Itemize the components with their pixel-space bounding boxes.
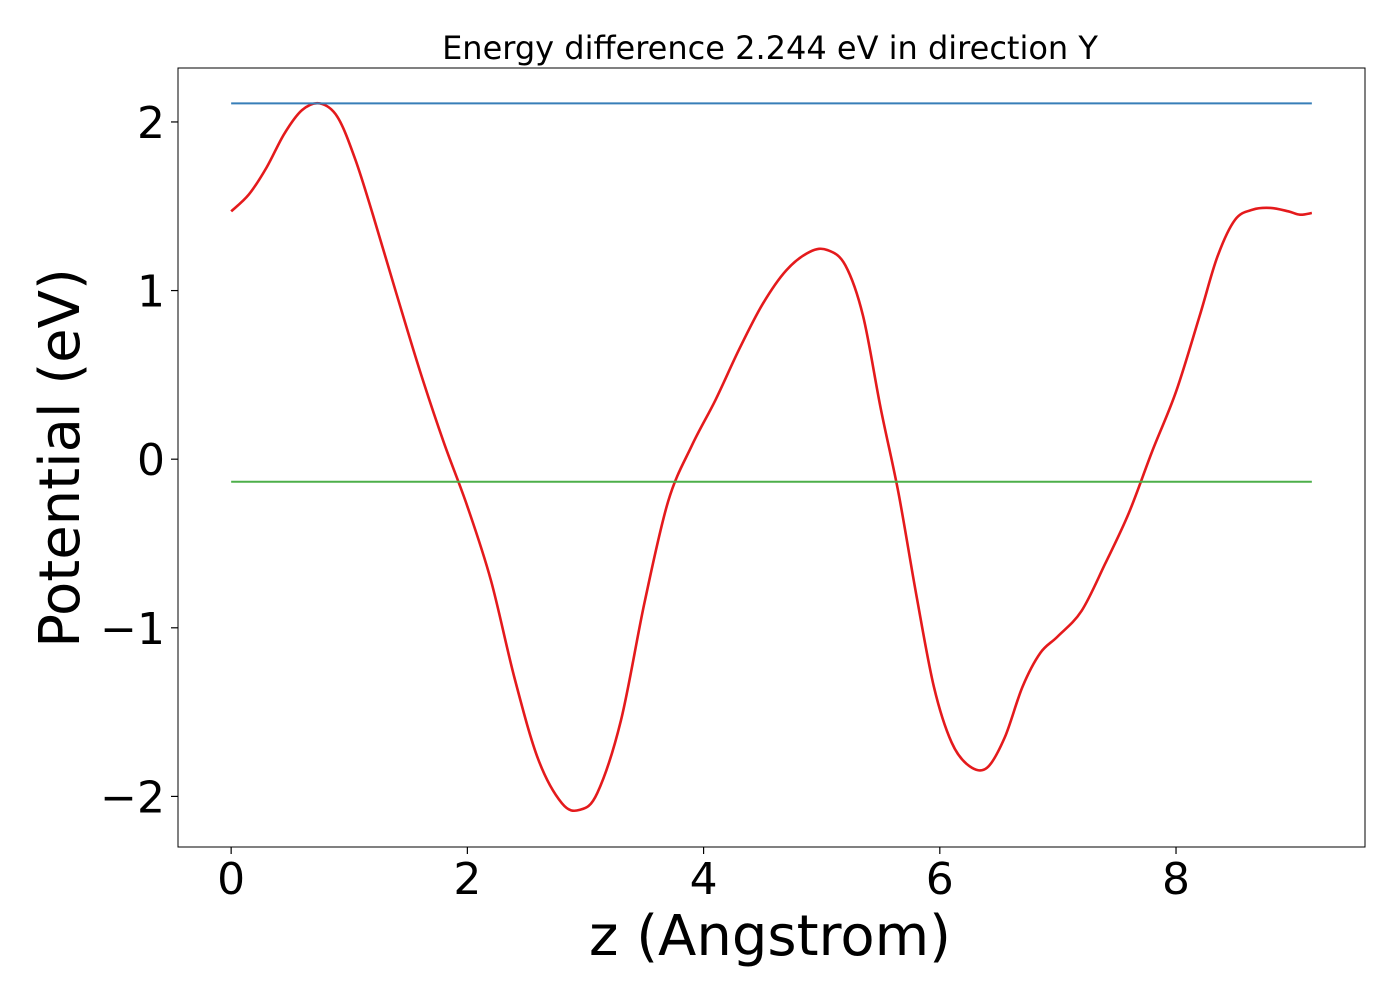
x-axis-label: z (Angstrom) xyxy=(589,904,951,969)
y-tick-label: 1 xyxy=(137,267,165,318)
x-tick-label: 8 xyxy=(1162,854,1190,905)
chart-title: Energy difference 2.244 eV in direction … xyxy=(442,29,1098,67)
x-tick-label: 4 xyxy=(690,854,718,905)
ticks-layer: 0 2 4 6 8 −2 −1 0 1 2 xyxy=(100,98,1190,905)
potential-curve xyxy=(230,101,1313,813)
y-axis-label: Potential (eV) xyxy=(28,268,93,648)
x-tick-label: 6 xyxy=(926,854,954,905)
x-tick-label: 0 xyxy=(217,854,245,905)
y-tick-label: 2 xyxy=(137,98,165,149)
series-layer xyxy=(230,101,1313,813)
x-tick-label: 2 xyxy=(453,854,481,905)
y-tick-label: −1 xyxy=(100,604,165,655)
y-tick-label: 0 xyxy=(137,435,165,486)
plot-frame xyxy=(177,67,1366,848)
y-tick-label: −2 xyxy=(100,772,165,823)
